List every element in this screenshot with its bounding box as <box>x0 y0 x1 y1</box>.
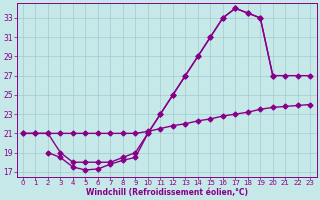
X-axis label: Windchill (Refroidissement éolien,°C): Windchill (Refroidissement éolien,°C) <box>86 188 248 197</box>
